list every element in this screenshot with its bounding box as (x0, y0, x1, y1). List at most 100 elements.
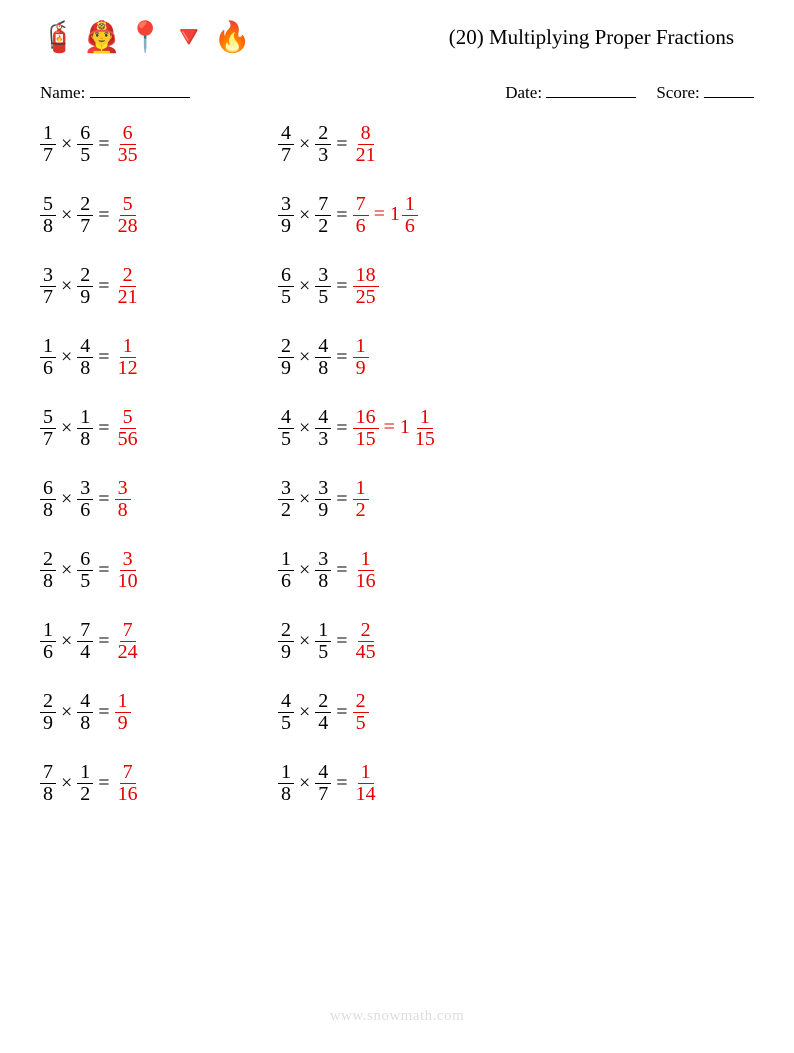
denominator: 5 (278, 287, 294, 308)
fraction: 48 (77, 336, 93, 379)
fraction: 28 (40, 549, 56, 592)
multiply-op: × (56, 204, 77, 227)
denominator: 35 (115, 145, 141, 166)
problem: 45×24=25 (278, 691, 516, 734)
problem: 17×65=635 (40, 123, 278, 166)
denominator: 6 (40, 642, 56, 663)
numerator: 1 (315, 620, 331, 642)
denominator: 5 (278, 429, 294, 450)
multiply-op: × (294, 701, 315, 724)
name-blank[interactable] (90, 80, 190, 98)
numerator: 4 (278, 123, 294, 145)
numerator: 16 (353, 407, 379, 429)
numerator: 2 (40, 549, 56, 571)
denominator: 2 (77, 784, 93, 805)
denominator: 9 (278, 216, 294, 237)
denominator: 8 (40, 784, 56, 805)
problem: 16×38=116 (278, 549, 516, 592)
numerator: 1 (358, 762, 374, 784)
answer: 116 (353, 549, 379, 592)
score-field: Score: (656, 80, 754, 103)
numerator: 1 (417, 407, 433, 429)
equals-op: = (331, 630, 352, 653)
fraction: 15 (315, 620, 331, 663)
equals-op: = (331, 133, 352, 156)
denominator: 6 (353, 216, 369, 237)
problem: 29×15=245 (278, 620, 516, 663)
multiply-op: × (56, 346, 77, 369)
equals-op: = (331, 417, 352, 440)
denominator: 3 (315, 429, 331, 450)
problem: 65×35=1825 (278, 265, 516, 308)
multiply-op: × (294, 275, 315, 298)
fraction: 35 (315, 265, 331, 308)
fraction: 36 (77, 478, 93, 521)
answer: 556 (115, 407, 141, 450)
fraction: 45 (278, 691, 294, 734)
fraction: 716 (115, 762, 141, 805)
equals-op: = (93, 772, 114, 795)
multiply-op: × (294, 133, 315, 156)
fraction: 58 (40, 194, 56, 237)
mixed-whole: 1 (390, 203, 402, 225)
fraction: 116 (353, 549, 379, 592)
denominator: 8 (115, 500, 131, 521)
score-blank[interactable] (704, 80, 754, 98)
answer: 19 (115, 691, 131, 734)
date-blank[interactable] (546, 80, 636, 98)
denominator: 8 (40, 216, 56, 237)
answer: 716 (115, 762, 141, 805)
denominator: 12 (115, 358, 141, 379)
multiply-op: × (56, 133, 77, 156)
numerator: 2 (77, 194, 93, 216)
fraction: 29 (40, 691, 56, 734)
numerator: 1 (278, 762, 294, 784)
multiply-op: × (294, 346, 315, 369)
denominator: 7 (278, 145, 294, 166)
numerator: 6 (77, 549, 93, 571)
equals-op: = (331, 772, 352, 795)
denominator: 4 (315, 713, 331, 734)
fraction: 16 (40, 336, 56, 379)
numerator: 7 (120, 620, 136, 642)
equals-op: = (93, 204, 114, 227)
answer: 25 (353, 691, 369, 734)
problem: 58×27=528 (40, 194, 278, 237)
numerator: 2 (40, 691, 56, 713)
fraction: 19 (353, 336, 369, 379)
denominator: 2 (315, 216, 331, 237)
problem (516, 620, 754, 663)
fraction: 38 (115, 478, 131, 521)
denominator: 21 (115, 287, 141, 308)
denominator: 8 (278, 784, 294, 805)
denominator: 6 (278, 571, 294, 592)
date-field: Date: (505, 80, 636, 103)
denominator: 5 (77, 145, 93, 166)
fraction: 18 (77, 407, 93, 450)
fraction: 65 (278, 265, 294, 308)
multiply-op: × (294, 559, 315, 582)
equals-op: = (93, 346, 114, 369)
fraction: 68 (40, 478, 56, 521)
equals-op: = (369, 203, 390, 225)
denominator: 3 (315, 145, 331, 166)
fraction: 16 (402, 194, 418, 237)
fraction: 65 (77, 549, 93, 592)
info-row: Name: Date: Score: (0, 65, 794, 123)
header: 🧯 👨‍🚒 📍 🔻 🔥 (20) Multiplying Proper Frac… (0, 0, 794, 65)
numerator: 1 (402, 194, 418, 216)
denominator: 8 (315, 358, 331, 379)
denominator: 8 (40, 571, 56, 592)
fraction: 635 (115, 123, 141, 166)
fraction: 245 (353, 620, 379, 663)
fraction: 74 (77, 620, 93, 663)
answer: 12 (353, 478, 369, 521)
numerator: 6 (77, 123, 93, 145)
numerator: 5 (40, 407, 56, 429)
numerator: 4 (278, 407, 294, 429)
fraction: 221 (115, 265, 141, 308)
numerator: 3 (40, 265, 56, 287)
equals-op: = (93, 559, 114, 582)
numerator: 3 (315, 265, 331, 287)
multiply-op: × (56, 559, 77, 582)
